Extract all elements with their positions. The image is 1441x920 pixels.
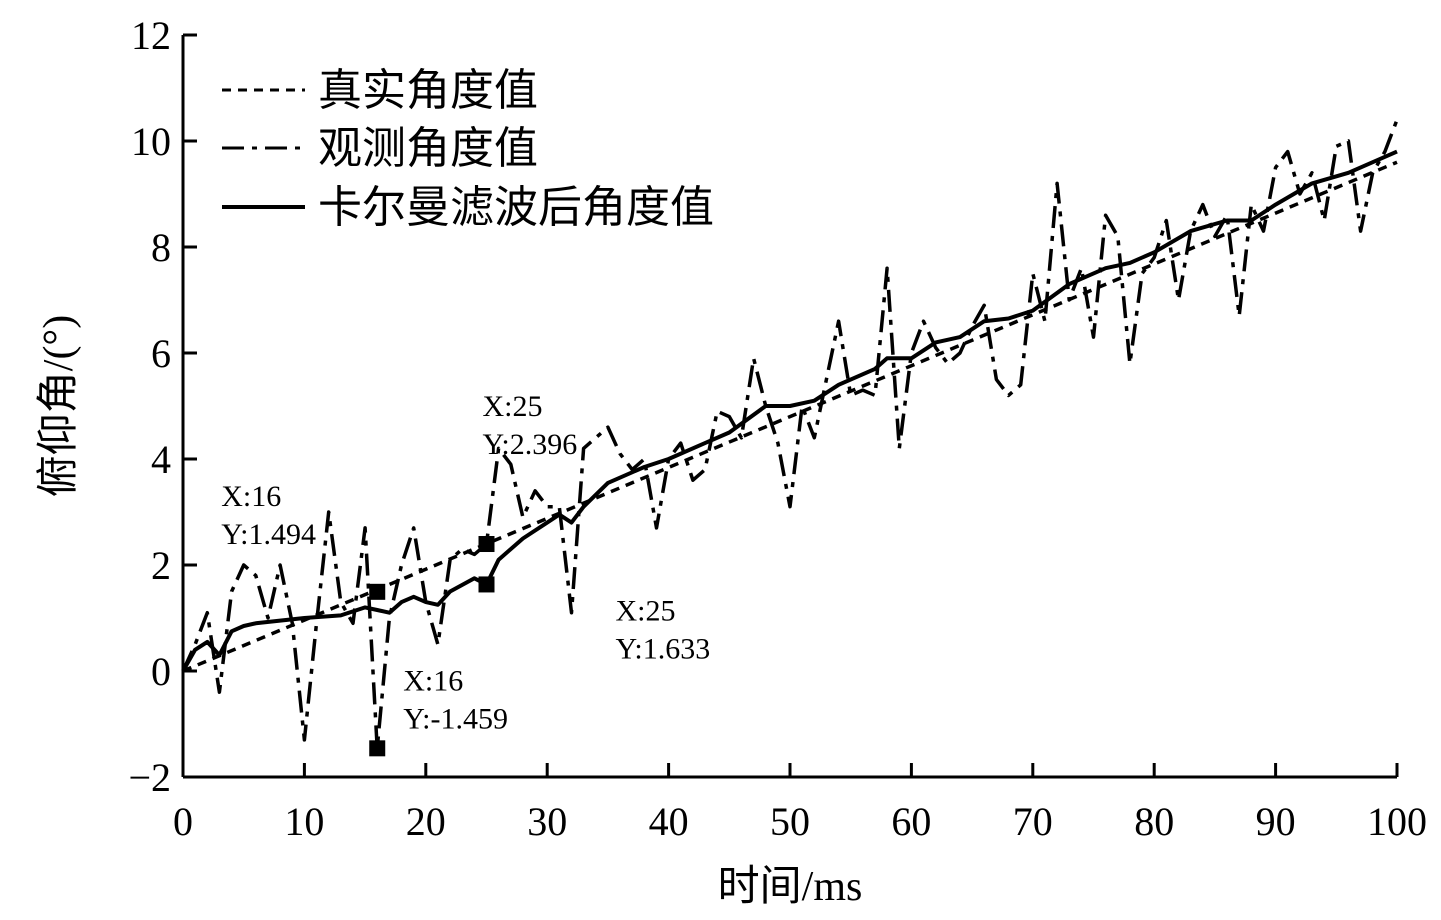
x-tick-label: 40 [649,799,689,844]
x-tick-label: 0 [173,799,193,844]
y-tick-label: 4 [151,437,171,482]
data-point-marker [478,536,495,553]
x-tick-label: 30 [527,799,567,844]
y-tick-label: −2 [128,755,171,800]
x-tick-label: 70 [1013,799,1053,844]
legend: 真实角度值 观测角度值 卡尔曼滤波后角度值 [222,66,714,232]
x-tick-label: 60 [891,799,931,844]
y-axis-label: 俯仰角/(°) [35,315,82,497]
y-tick-label: 12 [131,13,171,58]
annotation-y: Y:2.396 [483,428,578,461]
data-point-marker [369,740,386,757]
true-angle-line [182,160,1398,673]
data-point-marker [369,583,386,600]
y-tick-label: 10 [131,119,171,164]
y-tick-label: 2 [151,543,171,588]
x-tick-label: 20 [406,799,446,844]
annotation-x: X:16 [221,480,281,513]
annotation-y: Y:1.494 [221,518,316,551]
annotation-x: X:25 [483,390,543,423]
annotation-x: X:25 [616,594,676,627]
y-tick-label: 6 [151,331,171,376]
legend-label-observed: 观测角度值 [318,124,538,173]
x-tick-label: 50 [770,799,810,844]
observed-angle-line [181,119,1399,751]
y-tick-label: 0 [151,649,171,694]
annotation-x: X:16 [403,664,463,697]
annotation-y: Y:-1.459 [403,702,508,735]
x-tick-label: 90 [1256,799,1296,844]
y-tick-label: 8 [151,225,171,270]
x-tick-label: 80 [1134,799,1174,844]
x-tick-label: 100 [1367,799,1427,844]
kalman-filtered-line [181,149,1398,672]
x-tick-label: 10 [284,799,324,844]
data-point-marker [478,576,495,593]
legend-label-true: 真实角度值 [318,66,538,115]
x-axis-label: 时间/ms [718,864,863,910]
legend-label-filtered: 卡尔曼滤波后角度值 [318,183,714,232]
annotation-y: Y:1.633 [616,632,711,665]
